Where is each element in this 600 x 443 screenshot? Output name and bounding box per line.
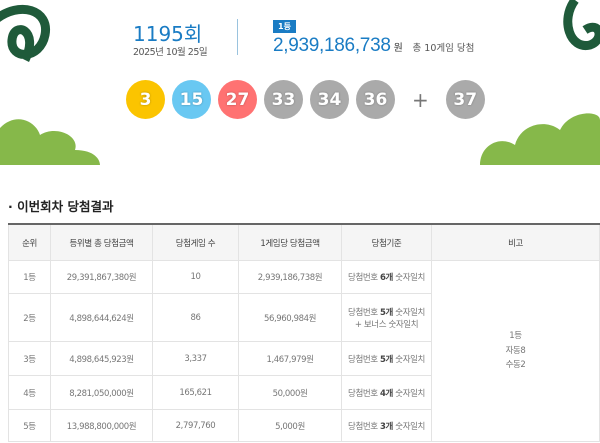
table-row: 3등 4,898,645,923원 3,337 1,467,979원 당첨번호 5개 숫…	[8, 341, 600, 376]
rank-cell: 4등	[8, 375, 51, 410]
ball: 33	[264, 80, 303, 119]
total-games: 총 10게임 당첨	[412, 43, 475, 54]
criteria-text: 당첨번호	[348, 388, 381, 399]
ball: 34	[310, 80, 349, 119]
per-game-cell: 2,939,186,738원	[238, 260, 342, 294]
criteria-cell: 당첨번호 5개 숫자일치	[341, 341, 432, 376]
header-per-game: 1게임당 당첨금액	[238, 223, 342, 261]
per-game-cell: 50,000원	[238, 375, 342, 410]
criteria-text: 숫자일치	[392, 273, 425, 283]
header-rank: 순위	[8, 223, 51, 261]
criteria-count: 4개	[380, 388, 393, 399]
header-count: 당첨게임 수	[152, 223, 239, 261]
divider	[237, 19, 238, 55]
header-note: 비고	[431, 223, 600, 261]
criteria-text: 당첨번호	[348, 354, 381, 365]
per-game-cell: 1,467,979원	[238, 341, 342, 376]
note-line: 자동8	[505, 345, 526, 356]
light-green-blob-right	[480, 113, 600, 165]
criteria-cell: 당첨번호 3개 숫자일치	[341, 409, 432, 442]
rank-badge: 1등	[273, 20, 296, 33]
section-title: · 이번회차 당첨결과	[8, 199, 114, 214]
count-cell: 165,621	[152, 375, 239, 410]
light-green-blob-left	[0, 119, 100, 165]
criteria-bonus: + 보너스 숫자일치	[354, 319, 419, 330]
per-game-cell: 5,000원	[238, 409, 342, 442]
header-total: 등위별 총 당첨금액	[50, 223, 153, 261]
criteria-cell: 당첨번호 4개 숫자일치	[341, 375, 432, 410]
dark-green-loop-left	[0, 4, 50, 63]
won-unit: 원	[393, 43, 403, 54]
count-cell: 2,797,760	[152, 409, 239, 442]
plus-icon: +	[412, 87, 429, 112]
rank-cell: 1등	[8, 260, 51, 294]
criteria-cell: 당첨번호 6개 숫자일치	[341, 260, 432, 294]
criteria-text: 숫자일치	[392, 354, 425, 365]
criteria-text: 당첨번호	[348, 421, 381, 432]
ball: 15	[172, 80, 211, 119]
criteria-text: 당첨번호	[348, 273, 381, 283]
table-row: 2등 4,898,644,624원 86 56,960,984원 당첨번호 5개 숫자일…	[8, 293, 600, 342]
criteria-text: 숫자일치	[392, 421, 425, 432]
criteria-count: 5개	[380, 354, 393, 365]
rank-cell: 2등	[8, 293, 51, 342]
decorative-shapes	[0, 0, 600, 165]
draw-date: 2025년 10월 25일	[133, 47, 208, 58]
first-prize-amount: 2,939,186,738 원	[273, 35, 403, 57]
total-cell: 8,281,050,000원	[50, 375, 153, 410]
total-cell: 4,898,645,923원	[50, 341, 153, 376]
note-line: 1등	[509, 331, 522, 342]
criteria-cell: 당첨번호 5개 숫자일치 + 보너스 숫자일치	[341, 293, 432, 342]
count-cell: 86	[152, 293, 239, 342]
criteria-text: 숫자일치	[392, 307, 425, 318]
total-cell: 4,898,644,624원	[50, 293, 153, 342]
count-cell: 10	[152, 260, 239, 294]
criteria-count: 5개	[380, 307, 393, 318]
total-cell: 13,988,800,000원	[50, 409, 153, 442]
note-line: 수동2	[505, 360, 526, 371]
draw-round: 1195회	[133, 22, 203, 46]
rank-cell: 3등	[8, 341, 51, 376]
criteria-count: 3개	[380, 421, 393, 432]
criteria-count: 6개	[380, 273, 393, 283]
table-row: 1등 29,391,867,380원 10 2,939,186,738원 당첨번호 6개…	[8, 260, 600, 442]
header-criteria: 당첨기준	[341, 223, 432, 261]
ball: 36	[356, 80, 395, 119]
ball: 27	[218, 80, 257, 119]
per-game-cell: 56,960,984원	[238, 293, 342, 342]
criteria-text: 당첨번호	[348, 307, 381, 318]
ball: 3	[126, 80, 165, 119]
count-cell: 3,337	[152, 341, 239, 376]
prize-row: 2,939,186,738 원 총 10게임 당첨	[273, 35, 474, 57]
table-row: 4등 8,281,050,000원 165,621 50,000원 당첨번호 4개 숫자…	[8, 375, 600, 410]
table-row: 5등 13,988,800,000원 2,797,760 5,000원 당첨번호 3개 …	[8, 409, 600, 442]
rank-cell: 5등	[8, 409, 51, 442]
dark-green-loop-right	[563, 0, 600, 50]
total-cell: 29,391,867,380원	[50, 260, 153, 294]
results-table: 순위 등위별 총 당첨금액 당첨게임 수 1게임당 당첨금액 당첨기준 비고 1…	[8, 223, 600, 442]
bonus-ball: 37	[445, 80, 485, 119]
winning-numbers: 3 15 27 33 34 36 + 37	[126, 80, 492, 119]
prize-value: 2,939,186,738	[273, 35, 391, 56]
criteria-text: 숫자일치	[392, 388, 425, 399]
